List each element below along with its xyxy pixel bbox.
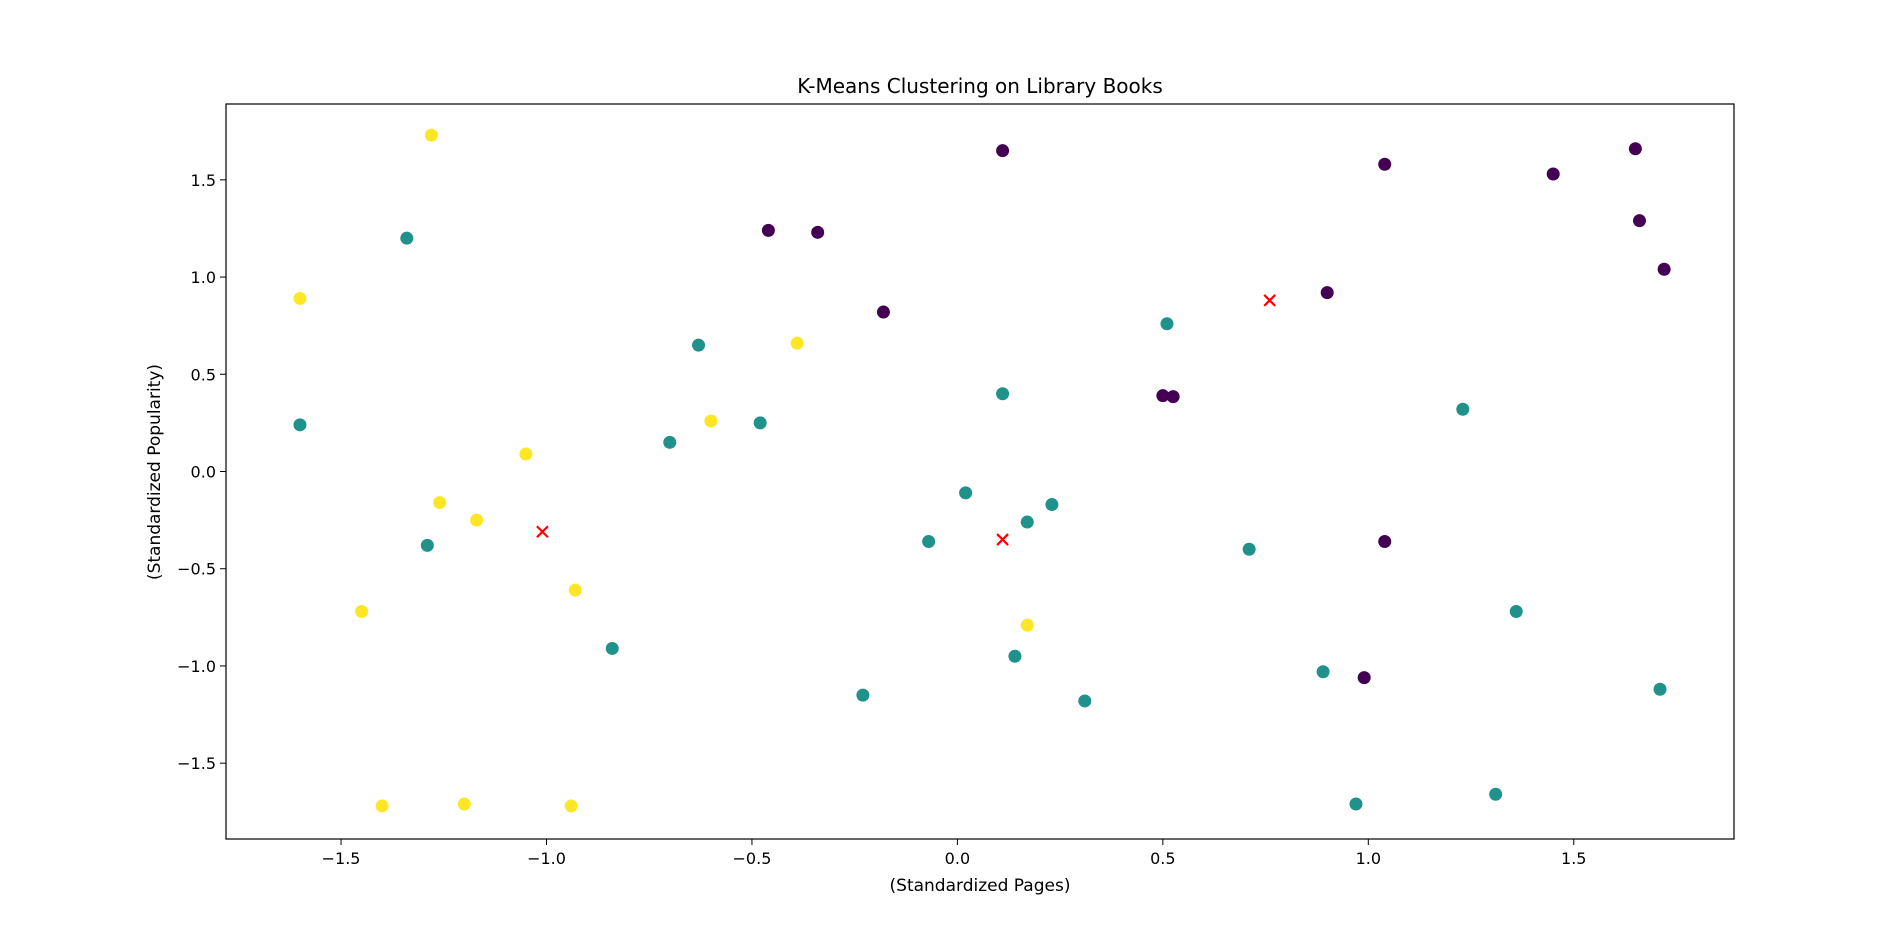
x-axis-ticks: −1.5 −1.0 −0.5 0.0 0.5 1.0 1.5 bbox=[322, 839, 1586, 868]
cluster-2-point bbox=[293, 291, 307, 305]
cluster-1-point bbox=[1242, 542, 1256, 556]
y-tick-label: −0.5 bbox=[177, 560, 216, 579]
cluster-1-point bbox=[692, 338, 706, 352]
cluster-2-point bbox=[519, 447, 533, 461]
cluster-0-point bbox=[811, 225, 825, 239]
cluster-1-point bbox=[1008, 649, 1022, 663]
cluster-1-point bbox=[1653, 682, 1667, 696]
centroid-marker bbox=[536, 525, 549, 539]
y-axis-ticks: −1.5 −1.0 −0.5 0.0 0.5 1.0 1.5 bbox=[177, 171, 226, 773]
cluster-1-point bbox=[400, 231, 414, 245]
x-tick-label: 0.0 bbox=[945, 849, 970, 868]
cluster-2-point bbox=[424, 128, 438, 142]
cluster-1-point bbox=[996, 387, 1010, 401]
chart-title: K-Means Clustering on Library Books bbox=[797, 74, 1163, 98]
y-tick-label: −1.0 bbox=[177, 657, 216, 676]
cluster-0-point bbox=[1378, 535, 1392, 548]
cluster-1-point bbox=[1078, 694, 1092, 708]
cluster-2-point bbox=[790, 336, 804, 350]
x-tick-label: −1.5 bbox=[322, 849, 361, 868]
cluster-1-point bbox=[1349, 797, 1363, 811]
centroid-marker bbox=[1263, 294, 1276, 307]
cluster-0-point bbox=[1628, 142, 1642, 156]
cluster-2-point bbox=[457, 797, 471, 811]
data-points bbox=[293, 128, 1671, 813]
cluster-2-point bbox=[355, 605, 369, 618]
cluster-1-point bbox=[1489, 787, 1503, 801]
cluster-0-point bbox=[1632, 214, 1646, 228]
cluster-2-point bbox=[433, 496, 447, 510]
cluster-2-point bbox=[568, 583, 582, 597]
cluster-1-point bbox=[605, 641, 619, 655]
cluster-0-point bbox=[1166, 390, 1180, 404]
y-tick-label: 0.0 bbox=[191, 463, 216, 482]
cluster-1-point bbox=[420, 538, 434, 552]
cluster-1-point bbox=[1045, 498, 1059, 512]
cluster-2-point bbox=[470, 513, 484, 527]
y-tick-label: 1.0 bbox=[191, 268, 216, 287]
cluster-1-point bbox=[1509, 605, 1523, 618]
cluster-1-point bbox=[663, 435, 677, 449]
cluster-2-point bbox=[1020, 618, 1034, 632]
cluster-1-point bbox=[1020, 515, 1034, 529]
x-tick-label: 1.5 bbox=[1561, 849, 1586, 868]
cluster-0-point bbox=[996, 144, 1010, 158]
y-tick-label: 1.5 bbox=[191, 171, 216, 190]
cluster-2-point bbox=[704, 414, 718, 428]
cluster-0-point bbox=[1378, 157, 1392, 171]
x-tick-label: 1.0 bbox=[1356, 849, 1381, 868]
cluster-1-point bbox=[856, 688, 870, 702]
cluster-0-point bbox=[1357, 671, 1371, 685]
cluster-1-point bbox=[1456, 402, 1470, 416]
cluster-2-point bbox=[375, 799, 389, 813]
cluster-0-point bbox=[761, 223, 775, 237]
cluster-1-point bbox=[1316, 665, 1330, 679]
cluster-1-point bbox=[1160, 317, 1174, 331]
cluster-1-point bbox=[293, 418, 307, 432]
x-tick-label: −1.0 bbox=[527, 849, 566, 868]
cluster-0-point bbox=[1657, 262, 1671, 276]
cluster-1-point bbox=[959, 486, 973, 500]
cluster-1-point bbox=[922, 535, 936, 548]
centroid-markers bbox=[536, 294, 1276, 546]
plot-area-frame bbox=[225, 103, 1735, 840]
cluster-2-point bbox=[564, 799, 578, 813]
y-tick-label: −1.5 bbox=[177, 754, 216, 773]
y-axis-label: (Standardized Popularity) bbox=[145, 364, 165, 580]
cluster-0-point bbox=[1546, 167, 1560, 181]
y-tick-label: 0.5 bbox=[191, 365, 216, 384]
cluster-1-point bbox=[753, 416, 767, 430]
x-tick-label: −0.5 bbox=[733, 849, 772, 868]
cluster-0-point bbox=[1156, 389, 1170, 403]
cluster-0-point bbox=[1320, 286, 1334, 300]
x-axis-label: (Standardized Pages) bbox=[890, 876, 1071, 896]
x-tick-label: 0.5 bbox=[1150, 849, 1175, 868]
cluster-0-point bbox=[876, 305, 890, 319]
centroid-marker bbox=[996, 533, 1009, 546]
